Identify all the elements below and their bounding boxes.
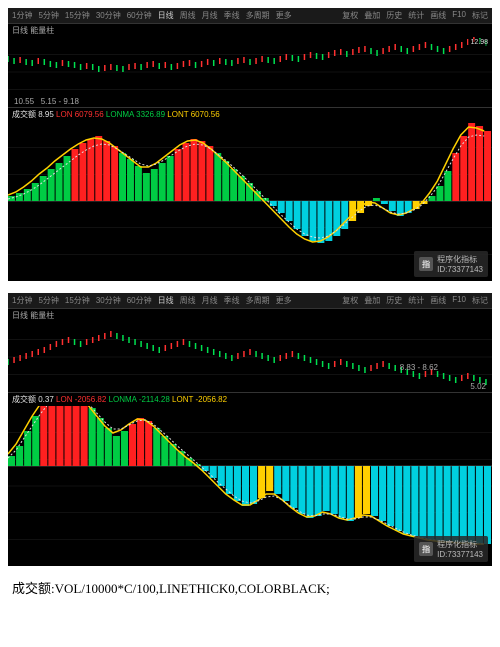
- watermark-2: 指 程序化指标 ID:73377143: [414, 536, 488, 562]
- btn-fq[interactable]: 复权: [342, 295, 358, 306]
- tf-week[interactable]: 周线: [180, 295, 196, 306]
- chart1-price-area[interactable]: 12.98 10.55 5.15 - 9.18: [8, 37, 492, 108]
- tf-more[interactable]: 更多: [276, 295, 292, 306]
- tf-5m[interactable]: 5分钟: [38, 10, 58, 21]
- tf-multi[interactable]: 多周期: [246, 10, 270, 21]
- formula-text: 成交额:VOL/10000*C/100,LINETHICK0,COLORBLAC…: [8, 578, 492, 597]
- wm-title: 程序化指标: [437, 254, 483, 265]
- tf-month[interactable]: 月线: [202, 10, 218, 21]
- btn-stats[interactable]: 统计: [408, 295, 424, 306]
- tf-more[interactable]: 更多: [276, 10, 292, 21]
- tf-multi[interactable]: 多周期: [246, 295, 270, 306]
- chart-panel-2: 1分钟 5分钟 15分钟 30分钟 60分钟 日线 周线 月线 季线 多周期 更…: [8, 293, 492, 566]
- chart1-info: 日线 能量柱: [8, 24, 492, 37]
- tf-day[interactable]: 日线: [158, 10, 174, 21]
- btn-stats[interactable]: 统计: [408, 10, 424, 21]
- tf-day[interactable]: 日线: [158, 295, 174, 306]
- tf-30m[interactable]: 30分钟: [96, 295, 121, 306]
- chart2-range: 8.83 - 8.62: [396, 362, 442, 373]
- btn-history[interactable]: 历史: [386, 10, 402, 21]
- timeframe-toolbar-2: 1分钟 5分钟 15分钟 30分钟 60分钟 日线 周线 月线 季线 多周期 更…: [8, 293, 492, 309]
- watermark-logo-icon: 指: [419, 542, 433, 556]
- tf-5m[interactable]: 5分钟: [38, 295, 58, 306]
- btn-mark[interactable]: 标记: [472, 10, 488, 21]
- price-top: 12.98: [468, 39, 490, 46]
- tf-15m[interactable]: 15分钟: [65, 10, 90, 21]
- chart1-legend: 成交额 8.95 LON 6079.56 LONMA 3326.89 LONT …: [8, 108, 492, 121]
- tf-60m[interactable]: 60分钟: [127, 295, 152, 306]
- timeframe-toolbar: 1分钟 5分钟 15分钟 30分钟 60分钟 日线 周线 月线 季线 多周期 更…: [8, 8, 492, 24]
- btn-history[interactable]: 历史: [386, 295, 402, 306]
- btn-mark[interactable]: 标记: [472, 295, 488, 306]
- tf-30m[interactable]: 30分钟: [96, 10, 121, 21]
- tf-quarter[interactable]: 季线: [224, 295, 240, 306]
- wm-id: ID:73377143: [437, 265, 483, 274]
- tf-month[interactable]: 月线: [202, 295, 218, 306]
- wm-id: ID:73377143: [437, 550, 483, 559]
- chart2-vol-area[interactable]: 指 程序化指标 ID:73377143: [8, 406, 492, 566]
- chart1-vol-area[interactable]: 指 程序化指标 ID:73377143: [8, 121, 492, 281]
- btn-fq[interactable]: 复权: [342, 10, 358, 21]
- chart2-info: 日线 能量柱: [8, 309, 492, 322]
- chart-panel-1: 1分钟 5分钟 15分钟 30分钟 60分钟 日线 周线 月线 季线 多周期 更…: [8, 8, 492, 281]
- chart1-lo: 10.55 5.15 - 9.18: [10, 96, 83, 107]
- btn-overlay[interactable]: 叠加: [364, 10, 380, 21]
- btn-draw[interactable]: 画线: [430, 10, 446, 21]
- wm-title: 程序化指标: [437, 539, 483, 550]
- chart2-price-svg: [8, 322, 492, 392]
- tf-quarter[interactable]: 季线: [224, 10, 240, 21]
- tf-1m[interactable]: 1分钟: [12, 295, 32, 306]
- btn-draw[interactable]: 画线: [430, 295, 446, 306]
- tf-1m[interactable]: 1分钟: [12, 10, 32, 21]
- watermark-logo-icon: 指: [419, 257, 433, 271]
- tf-15m[interactable]: 15分钟: [65, 295, 90, 306]
- tf-week[interactable]: 周线: [180, 10, 196, 21]
- btn-overlay[interactable]: 叠加: [364, 295, 380, 306]
- watermark: 指 程序化指标 ID:73377143: [414, 251, 488, 277]
- tf-60m[interactable]: 60分钟: [127, 10, 152, 21]
- chart2-lo: 5.02: [466, 381, 490, 392]
- chart2-legend: 成交额 0.37 LON -2056.82 LONMA -2114.28 LON…: [8, 393, 492, 406]
- btn-f10[interactable]: F10: [452, 10, 466, 21]
- chart2-price-area[interactable]: 8.83 - 8.62 5.02: [8, 322, 492, 393]
- btn-f10[interactable]: F10: [452, 295, 466, 306]
